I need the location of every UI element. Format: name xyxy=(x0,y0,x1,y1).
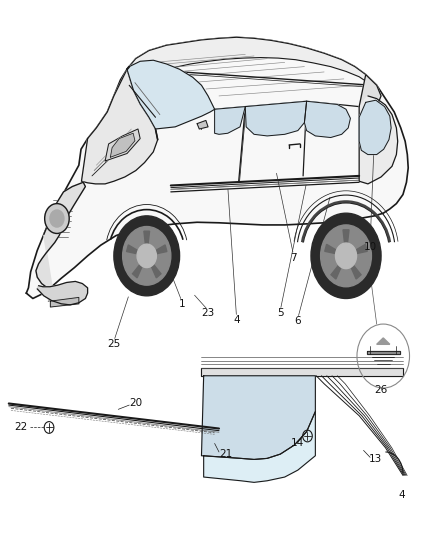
Polygon shape xyxy=(351,265,361,279)
Text: 14: 14 xyxy=(290,439,304,448)
Polygon shape xyxy=(201,368,403,376)
Circle shape xyxy=(137,244,156,268)
Polygon shape xyxy=(359,75,381,117)
Polygon shape xyxy=(377,338,390,344)
Polygon shape xyxy=(144,231,150,244)
Text: 26: 26 xyxy=(374,385,388,395)
Polygon shape xyxy=(359,96,398,184)
Polygon shape xyxy=(343,230,349,243)
Polygon shape xyxy=(304,101,350,138)
Text: 4: 4 xyxy=(233,316,240,325)
Polygon shape xyxy=(215,107,245,134)
Polygon shape xyxy=(37,281,88,305)
Circle shape xyxy=(321,225,371,287)
Polygon shape xyxy=(151,264,161,278)
Polygon shape xyxy=(331,265,341,279)
Polygon shape xyxy=(50,297,79,307)
Polygon shape xyxy=(36,182,85,290)
Polygon shape xyxy=(133,264,142,278)
Polygon shape xyxy=(127,37,377,91)
Circle shape xyxy=(123,227,171,285)
Polygon shape xyxy=(127,245,138,254)
Circle shape xyxy=(50,210,64,227)
Circle shape xyxy=(114,216,180,296)
Text: 6: 6 xyxy=(294,317,301,326)
Text: 21: 21 xyxy=(219,449,233,459)
Circle shape xyxy=(311,213,381,298)
Polygon shape xyxy=(105,129,140,161)
Polygon shape xyxy=(197,120,208,129)
Text: 20: 20 xyxy=(129,399,142,408)
Circle shape xyxy=(45,204,69,233)
Polygon shape xyxy=(359,100,391,155)
Text: 5: 5 xyxy=(277,309,284,318)
Polygon shape xyxy=(325,244,336,254)
Polygon shape xyxy=(26,37,408,298)
Polygon shape xyxy=(245,101,307,136)
Polygon shape xyxy=(204,411,315,482)
Text: 13: 13 xyxy=(369,455,382,464)
Text: 4: 4 xyxy=(399,490,406,499)
Text: 22: 22 xyxy=(14,423,28,432)
Text: 10: 10 xyxy=(364,243,377,252)
Text: 23: 23 xyxy=(201,309,215,318)
Polygon shape xyxy=(201,376,315,459)
Polygon shape xyxy=(81,69,158,184)
Text: 25: 25 xyxy=(107,340,120,349)
Polygon shape xyxy=(110,133,135,157)
Polygon shape xyxy=(155,245,167,254)
Polygon shape xyxy=(367,351,400,354)
Circle shape xyxy=(336,243,357,269)
Text: 1: 1 xyxy=(178,299,185,309)
Polygon shape xyxy=(127,60,215,129)
Polygon shape xyxy=(356,244,367,254)
Text: 7: 7 xyxy=(290,253,297,263)
